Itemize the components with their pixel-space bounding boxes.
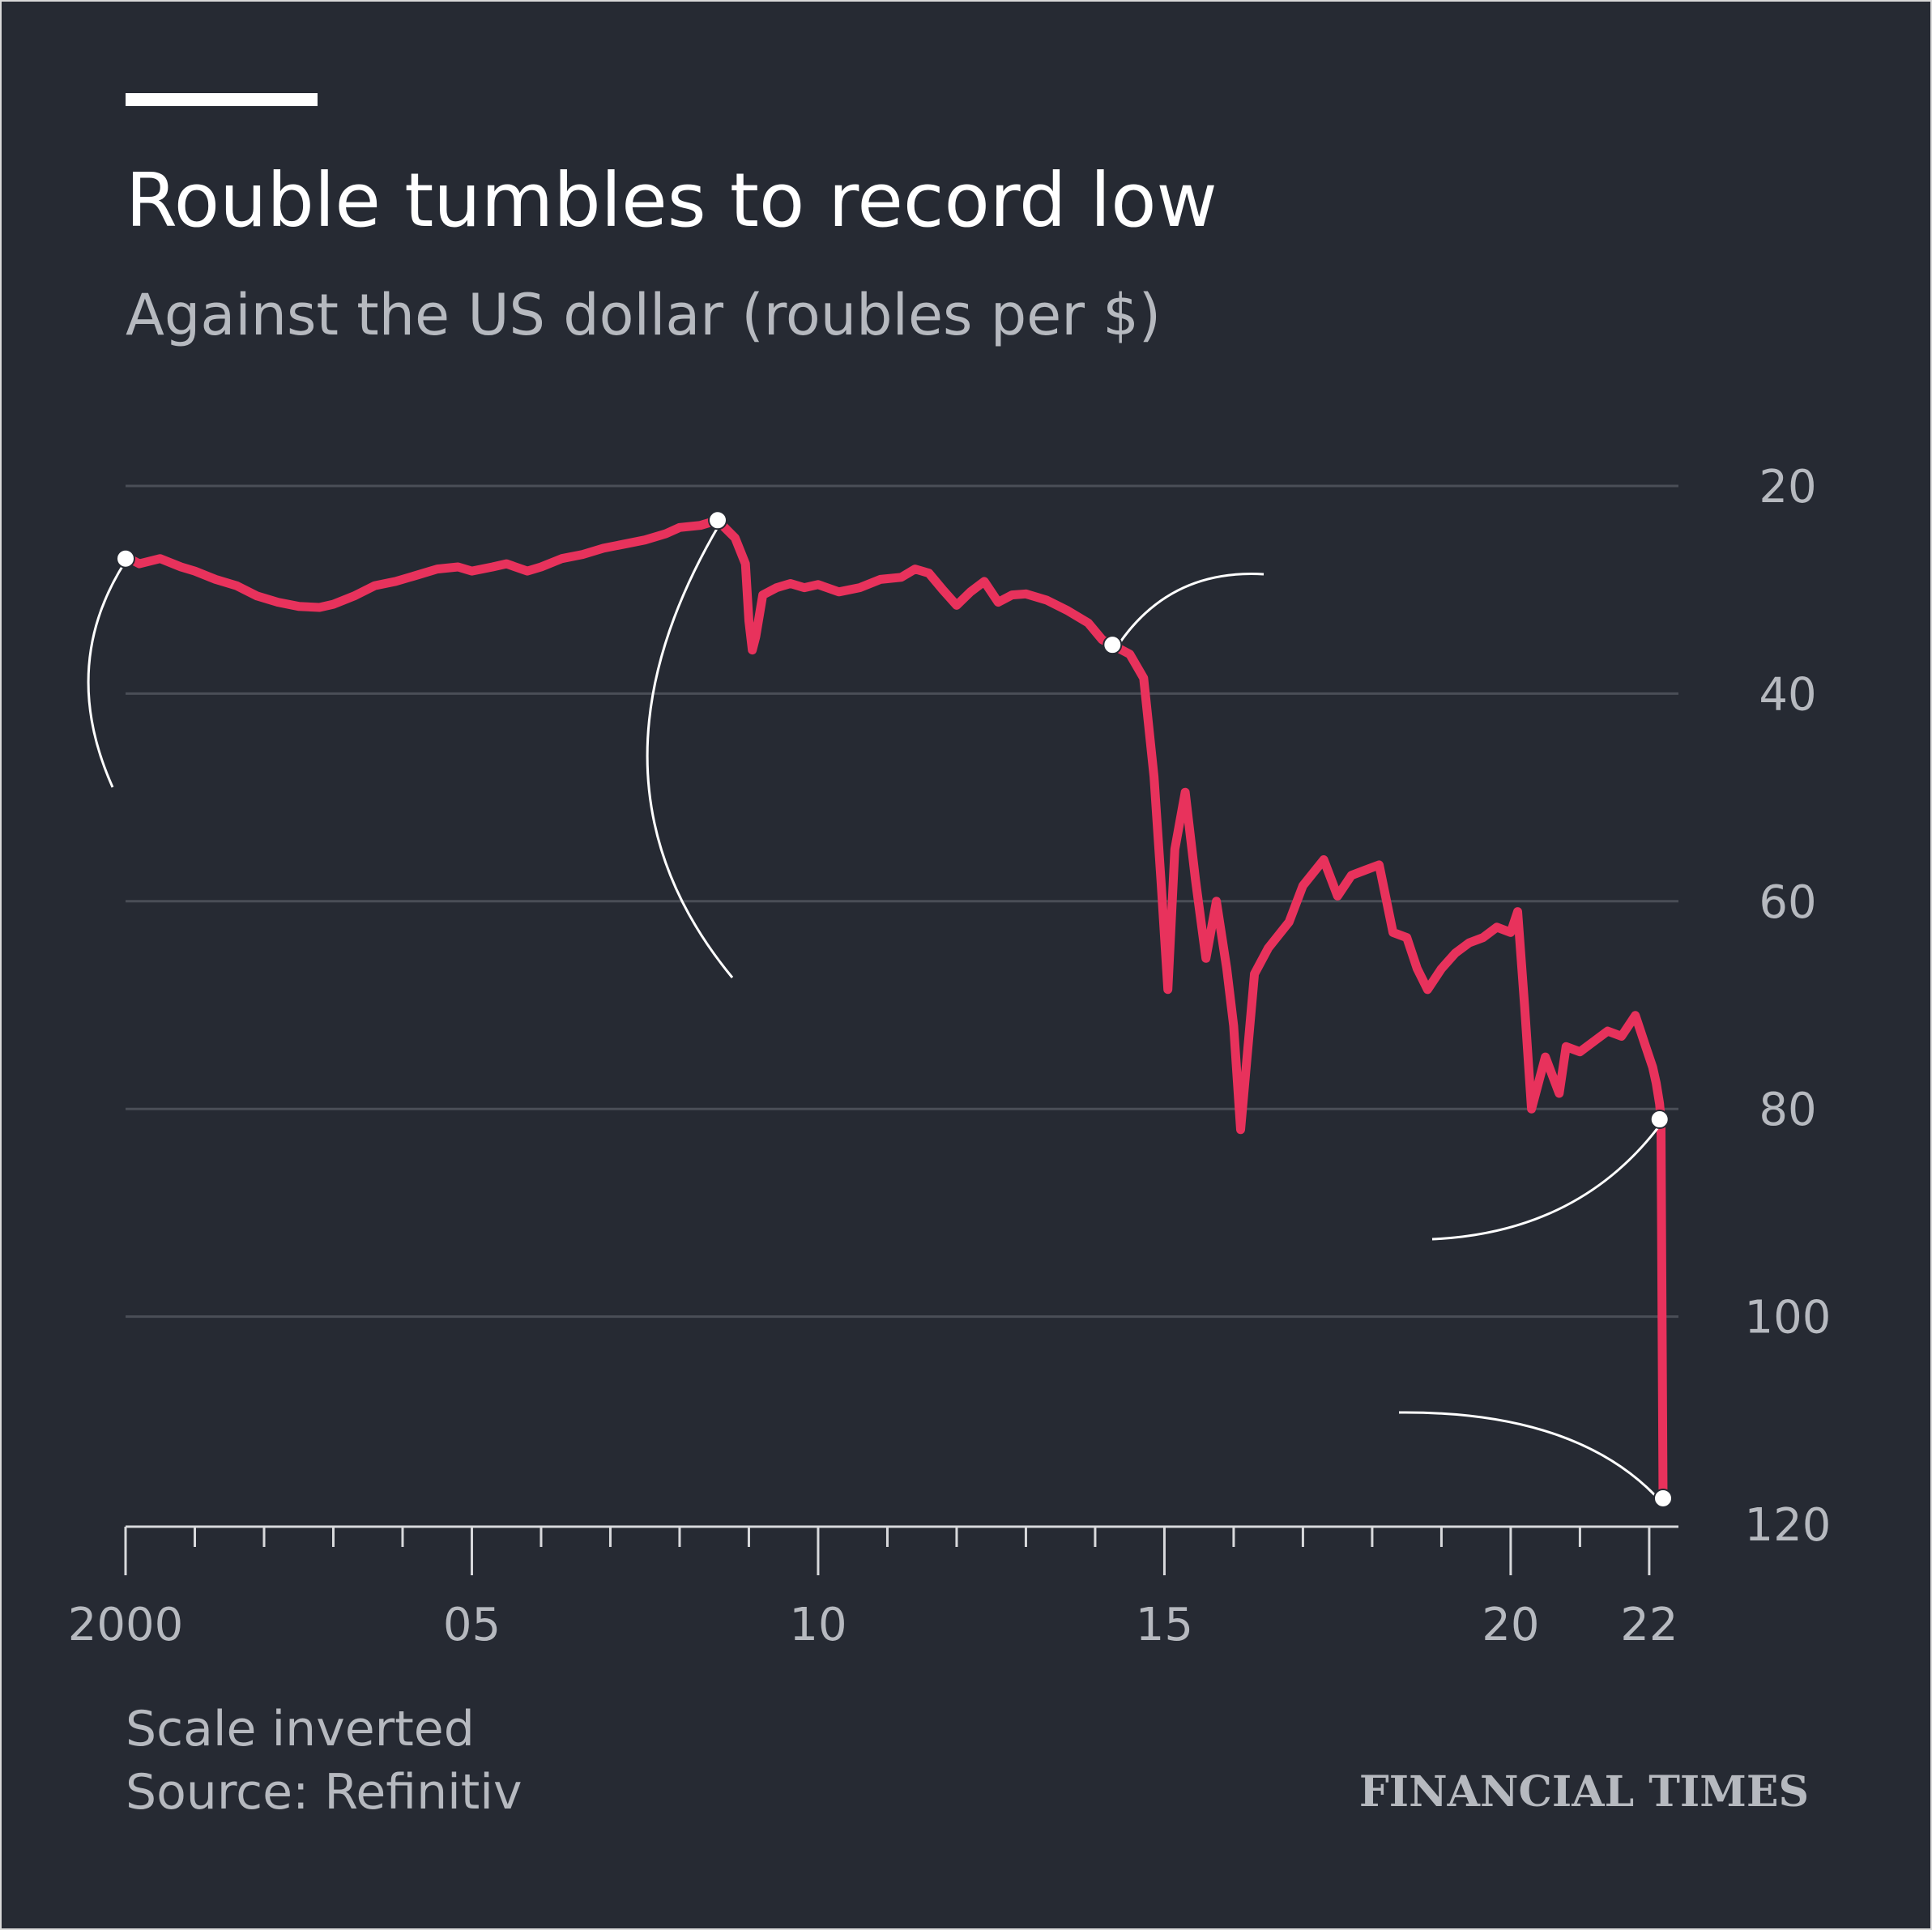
annotation-leader (87, 560, 127, 788)
y-tick-label: 40 (1759, 668, 1816, 721)
x-tick-label: 2000 (68, 1599, 184, 1651)
x-tick-label: 15 (1136, 1599, 1193, 1651)
annotation-leader (1398, 1411, 1665, 1505)
annotation-leader (1431, 1120, 1665, 1241)
series-layer (121, 515, 1668, 1503)
grid-layer (126, 484, 1678, 1319)
scale-note: Scale inverted (126, 1701, 475, 1757)
x-tick-label: 05 (443, 1599, 501, 1651)
highlight-point (116, 548, 135, 569)
highlight-point (707, 510, 727, 530)
x-tick-label: 10 (789, 1599, 847, 1651)
y-tick-label: 60 (1759, 876, 1816, 929)
y-tick-label: 100 (1745, 1292, 1832, 1344)
source-note: Source: Refinitiv (126, 1764, 522, 1821)
x-axis (124, 1525, 1678, 1575)
tick-label-layer: 20 40 60 80 100 120 2000 05 10 15 20 22 (68, 461, 1832, 1651)
annotation-layer (87, 510, 1673, 1508)
brand-logo: FINANCIAL TIMES (1358, 1767, 1809, 1817)
chart-title: Rouble tumbles to record low (126, 157, 1218, 244)
chart-subtitle: Against the US dollar (roubles per $) (126, 282, 1162, 348)
highlight-point (1649, 1110, 1670, 1130)
y-tick-label: 20 (1759, 461, 1816, 513)
annotation-leader (1115, 573, 1265, 649)
highlight-point (1653, 1488, 1673, 1508)
x-tick-label: 22 (1620, 1599, 1678, 1651)
highlight-point (1102, 635, 1123, 655)
y-tick-label: 80 (1759, 1084, 1816, 1136)
series-line (121, 515, 1668, 1503)
accent-rule (126, 93, 318, 106)
y-tick-label: 120 (1745, 1499, 1832, 1552)
x-tick-label: 20 (1482, 1599, 1539, 1651)
annotation-leader (646, 522, 734, 978)
